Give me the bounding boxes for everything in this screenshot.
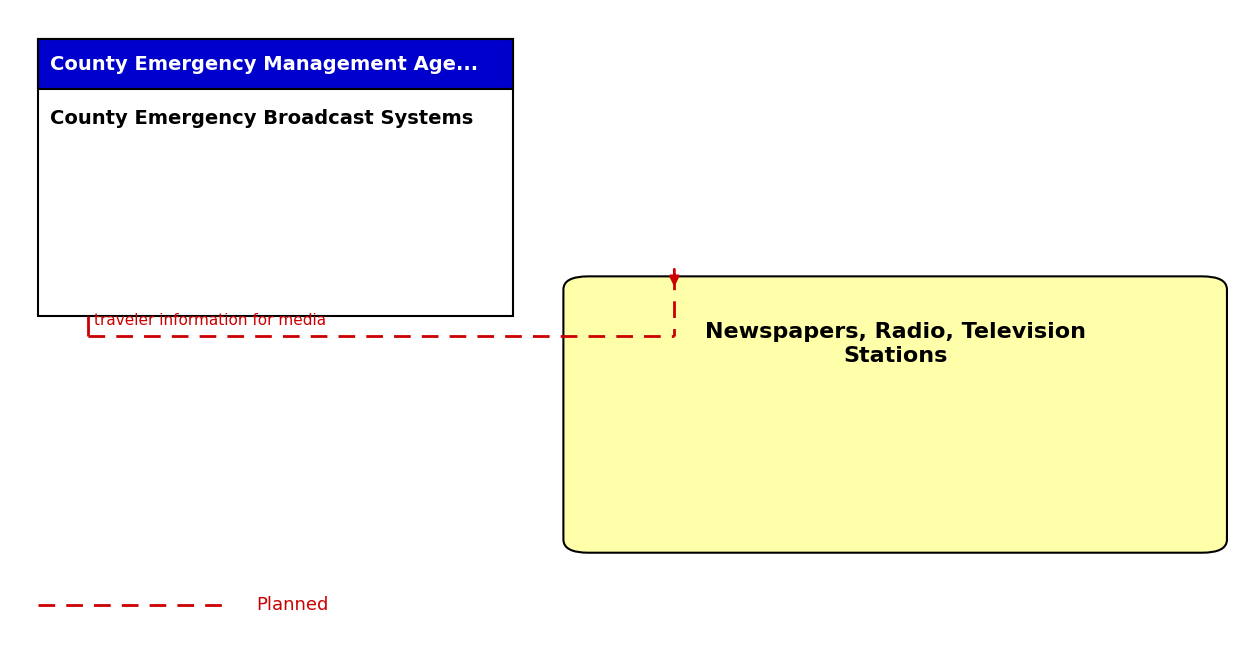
Text: County Emergency Broadcast Systems: County Emergency Broadcast Systems (50, 109, 473, 128)
FancyBboxPatch shape (38, 39, 513, 316)
Text: Planned: Planned (257, 596, 329, 615)
Text: traveler information for media: traveler information for media (94, 313, 326, 328)
FancyBboxPatch shape (563, 276, 1227, 553)
Text: Newspapers, Radio, Television
Stations: Newspapers, Radio, Television Stations (705, 322, 1085, 366)
Text: County Emergency Management Age...: County Emergency Management Age... (50, 55, 478, 74)
FancyBboxPatch shape (38, 39, 513, 89)
